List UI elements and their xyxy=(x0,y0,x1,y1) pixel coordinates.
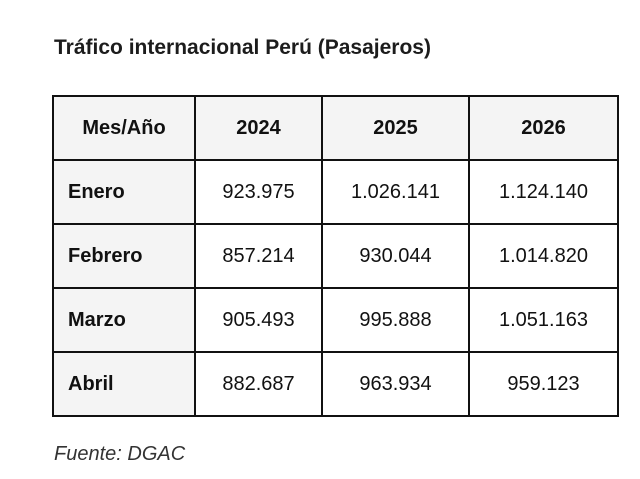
table-cell: 882.687 xyxy=(194,351,323,417)
table-cell: 857.214 xyxy=(194,223,323,289)
table-row: Enero 923.975 1.026.141 1.124.140 xyxy=(52,159,619,225)
table-row: Febrero 857.214 930.044 1.014.820 xyxy=(52,223,619,289)
table-cell: 963.934 xyxy=(321,351,470,417)
column-header-2024: 2024 xyxy=(194,95,323,161)
table-cell: 959.123 xyxy=(468,351,619,417)
column-header-2025: 2025 xyxy=(321,95,470,161)
table-cell: 1.014.820 xyxy=(468,223,619,289)
table-cell: 995.888 xyxy=(321,287,470,353)
row-label: Enero xyxy=(52,159,196,225)
row-label: Marzo xyxy=(52,287,196,353)
table-row: Abril 882.687 963.934 959.123 xyxy=(52,351,619,417)
source-note: Fuente: DGAC xyxy=(54,443,186,465)
table-cell: 1.051.163 xyxy=(468,287,619,353)
table-cell: 905.493 xyxy=(194,287,323,353)
table-cell: 1.124.140 xyxy=(468,159,619,225)
table-cell: 930.044 xyxy=(321,223,470,289)
table-cell: 1.026.141 xyxy=(321,159,470,225)
table-row: Marzo 905.493 995.888 1.051.163 xyxy=(52,287,619,353)
passenger-traffic-table: Mes/Año 2024 2025 2026 Enero 923.975 1.0… xyxy=(52,95,619,417)
page-title: Tráfico internacional Perú (Pasajeros) xyxy=(54,36,431,59)
column-header-month-year: Mes/Año xyxy=(52,95,196,161)
column-header-2026: 2026 xyxy=(468,95,619,161)
row-label: Abril xyxy=(52,351,196,417)
table-header-row: Mes/Año 2024 2025 2026 xyxy=(52,95,619,161)
row-label: Febrero xyxy=(52,223,196,289)
table-cell: 923.975 xyxy=(194,159,323,225)
